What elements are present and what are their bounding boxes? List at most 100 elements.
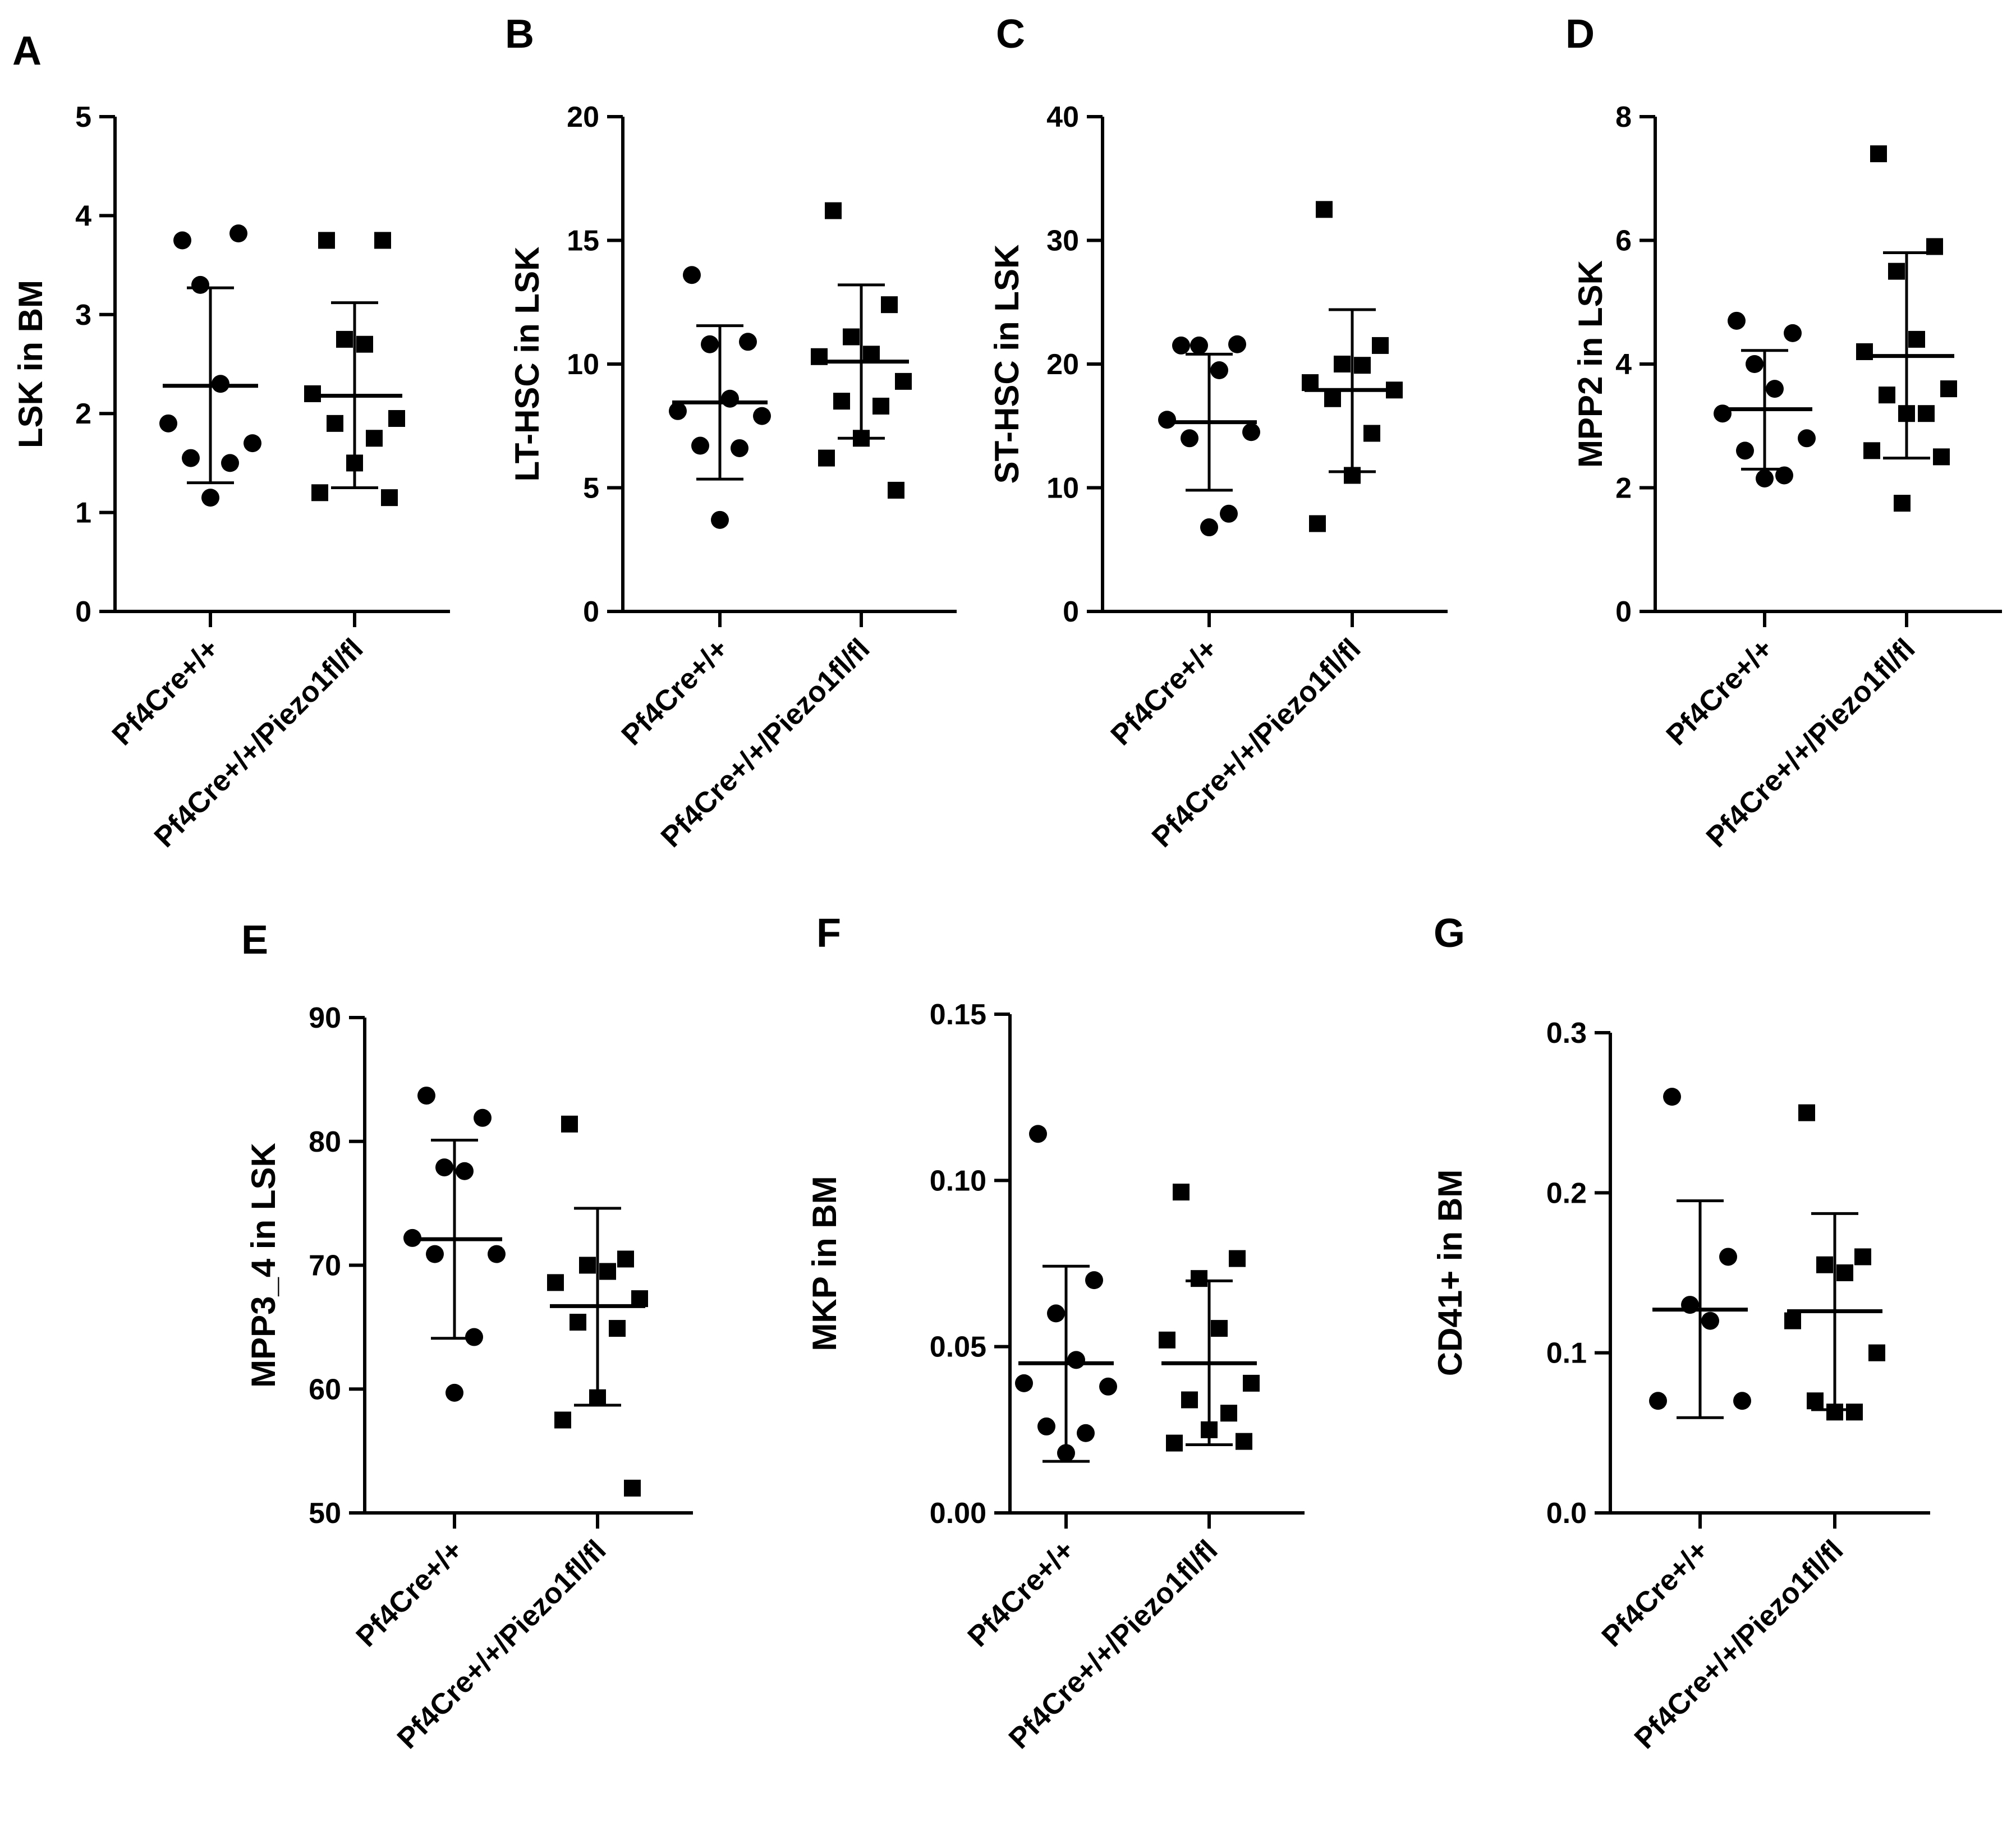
data-point-circle [1728,311,1746,330]
data-point-square [561,1115,578,1133]
y-tick-label: 4 [1615,348,1632,381]
data-point-circle [1037,1417,1055,1435]
data-point-circle [212,375,229,393]
data-point-circle [488,1245,506,1263]
data-point-circle [426,1245,444,1263]
data-point-circle [739,333,757,351]
data-point-circle [1047,1304,1065,1323]
y-tick-label: 10 [1046,472,1079,505]
data-point-square [1933,448,1950,466]
series-control [669,266,771,529]
data-point-square [853,430,870,447]
data-point-square [1894,495,1911,512]
y-tick-label: 0 [583,596,599,628]
panel-letter: F [816,911,841,956]
data-point-circle [159,414,177,432]
data-point-square [1798,1104,1815,1121]
x-category-label: Pf4Cre+/+ [350,1534,470,1653]
data-point-square [599,1263,616,1280]
data-point-circle [1181,429,1198,448]
data-point-square [381,489,398,507]
data-point-square [825,202,842,219]
y-tick-label: 0.05 [930,1331,986,1364]
x-category-label: Pf4Cre+/+ [106,632,226,752]
panel-letter: A [12,29,42,73]
series-knockout [1159,1184,1260,1452]
y-tick-label: 0.00 [930,1497,986,1530]
data-point-circle [683,266,701,284]
data-point-square [811,348,828,365]
data-point-square [1846,1404,1863,1421]
series-control [159,224,261,507]
data-point-square [1309,515,1326,532]
data-point-circle [1228,335,1246,353]
data-point-circle [1067,1351,1085,1369]
series-knockout [547,1115,648,1497]
data-point-square [388,410,405,427]
data-point-circle [435,1158,453,1177]
data-point-square [1918,405,1935,422]
data-point-circle [711,510,729,529]
data-point-square [1181,1391,1198,1409]
data-point-circle [417,1087,435,1105]
data-point-circle [229,224,247,243]
x-category-label: Pf4Cre+/+ [616,632,735,752]
data-point-square [304,385,321,402]
data-point-square [1940,380,1957,398]
data-point-circle [1701,1312,1719,1330]
y-tick-label: 10 [567,348,599,381]
data-point-circle [731,439,748,457]
series-knockout [304,232,405,507]
data-point-square [1926,238,1943,255]
data-point-circle [1736,441,1754,460]
data-point-circle [1172,336,1190,355]
y-tick-label: 0.3 [1546,1017,1587,1050]
data-point-square [872,397,889,415]
data-point-square [1173,1184,1190,1201]
data-point-square [609,1320,626,1337]
data-point-square [863,346,880,363]
series-control [1649,1088,1751,1419]
data-point-square [311,484,328,501]
y-tick-label: 70 [309,1250,341,1282]
data-point-circle [1015,1374,1033,1392]
y-axis-title: LT-HSC in LSK [508,247,546,482]
data-point-square [1324,390,1341,407]
y-axis-title: LSK in BM [12,280,49,448]
panel-letter: E [241,918,268,963]
data-point-circle [1200,518,1218,537]
y-tick-label: 0.15 [930,998,986,1031]
data-point-square [843,328,860,346]
data-point-square [833,393,850,410]
data-point-circle [1756,469,1774,487]
data-point-square [1334,356,1351,372]
data-point-square [1879,386,1895,404]
data-point-square [366,430,383,447]
x-category-label: Pf4Cre+/+ [1596,1534,1715,1653]
data-point-square [318,232,335,249]
series-knockout [1856,145,1957,512]
data-point-circle [691,436,709,455]
x-category-label: Pf4Cre+/+ [1660,632,1780,752]
data-point-circle [1220,504,1238,523]
y-tick-label: 0 [75,596,91,628]
y-axis-title: MPP2 in LSK [1572,260,1609,468]
panel-letter: B [505,12,534,57]
data-point-circle [474,1108,492,1127]
y-tick-label: 6 [1615,225,1632,257]
y-tick-label: 20 [1046,348,1079,381]
data-point-circle [1057,1444,1075,1462]
data-point-square [374,232,391,249]
data-point-square [1354,357,1371,374]
data-point-circle [182,449,200,467]
y-tick-label: 0.2 [1546,1177,1587,1209]
y-tick-label: 0 [1063,596,1079,628]
data-point-circle [1798,429,1816,448]
y-tick-label: 2 [75,398,91,430]
data-point-circle [1746,355,1764,373]
data-point-square [327,415,343,432]
